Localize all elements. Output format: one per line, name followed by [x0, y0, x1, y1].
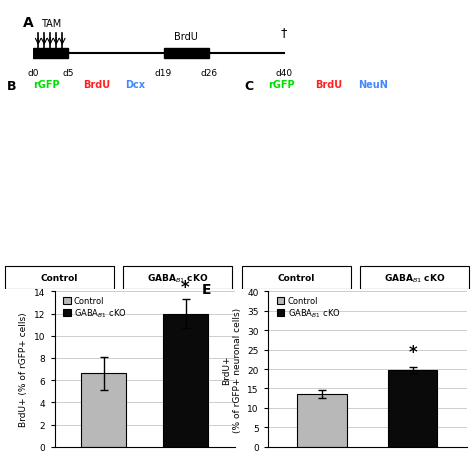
Text: GABA$_{B1}$ cKO: GABA$_{B1}$ cKO [384, 272, 446, 284]
Bar [163, 314, 208, 447]
Text: GABA$_{B1}$ cKO: GABA$_{B1}$ cKO [147, 272, 209, 284]
Text: d40: d40 [275, 69, 292, 78]
Bar [297, 394, 347, 447]
Text: †: † [281, 26, 287, 39]
Text: d26: d26 [200, 69, 217, 78]
Text: Control: Control [41, 273, 78, 282]
Legend: Control, GABA$_{B1}$ cKO: Control, GABA$_{B1}$ cKO [62, 296, 128, 320]
Bar [33, 49, 68, 59]
Bar [123, 266, 232, 289]
Bar [242, 266, 351, 289]
Bar [360, 266, 469, 289]
Y-axis label: BrdU+ (% of rGFP+ cells): BrdU+ (% of rGFP+ cells) [19, 312, 28, 426]
Y-axis label: BrdU+
(% of rGFP+ neuronal cells): BrdU+ (% of rGFP+ neuronal cells) [222, 307, 242, 432]
Text: NeuN: NeuN [358, 80, 388, 90]
Bar [164, 49, 209, 59]
Text: *: * [408, 344, 417, 362]
Bar [81, 374, 126, 447]
Text: rGFP: rGFP [33, 80, 60, 90]
Bar [388, 370, 438, 447]
Bar [5, 266, 114, 289]
Text: rGFP: rGFP [268, 80, 294, 90]
Text: TAM: TAM [41, 19, 61, 29]
Bar [5, 81, 232, 104]
Text: C: C [244, 80, 253, 93]
Bar [242, 81, 469, 104]
Text: d5: d5 [63, 69, 74, 78]
Text: BrdU: BrdU [315, 80, 342, 90]
Text: E: E [202, 282, 211, 296]
Text: A: A [23, 16, 34, 30]
Text: d0: d0 [27, 69, 39, 78]
Text: BrdU: BrdU [174, 32, 198, 42]
Text: B: B [7, 80, 17, 93]
Text: d19: d19 [155, 69, 172, 78]
Legend: Control, GABA$_{B1}$ cKO: Control, GABA$_{B1}$ cKO [276, 296, 341, 320]
Text: *: * [181, 278, 190, 296]
Text: Dcx: Dcx [126, 80, 146, 90]
Text: Control: Control [278, 273, 315, 282]
Text: BrdU: BrdU [83, 80, 110, 90]
